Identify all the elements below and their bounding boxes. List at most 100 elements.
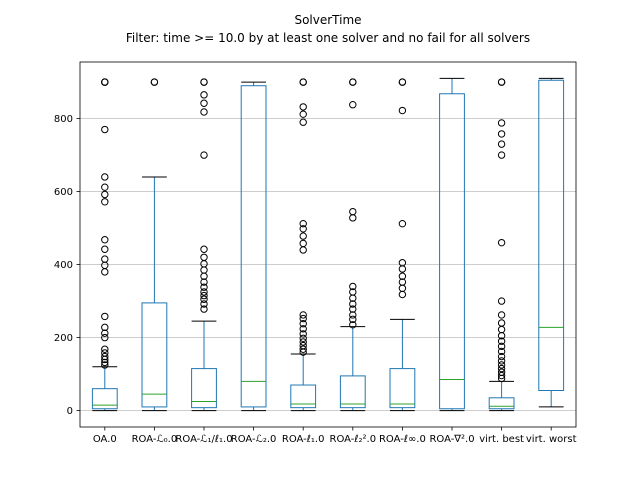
flier [497,238,506,247]
flier [101,173,109,181]
flier [497,342,506,351]
x-tick-label: ROA-ℒ₁/ℓ₁.0 [175,434,232,445]
flier [497,119,506,127]
flier [349,207,357,216]
flier [101,261,109,270]
flier [497,337,506,345]
flier [101,236,109,244]
flier [101,190,109,199]
box [538,79,565,391]
y-tick-label: 600 [54,187,73,198]
y-tick-label: 800 [54,114,73,125]
flier [299,78,307,86]
flier [497,368,506,376]
flier [299,311,307,319]
flier [398,290,407,299]
y-tick-label: 200 [54,333,73,344]
flier [497,78,506,86]
flier [349,288,357,296]
flier [497,325,506,334]
box [488,397,515,410]
flier [349,101,357,109]
flier [299,118,307,126]
y-tick-label: 0 [67,406,73,417]
flier [200,291,208,300]
flier [497,319,506,327]
flier [299,225,307,233]
flier [398,284,407,292]
flier [497,364,506,373]
flier [200,253,208,261]
x-tick-label: virt. best [479,434,524,445]
box [389,368,416,409]
flier [299,341,307,350]
flier [497,352,506,361]
flier [497,357,506,365]
x-tick-label: ROA-ℒ₀.0 [132,434,178,445]
box [191,368,217,409]
x-tick-label: ROA-ℒ₂.0 [231,434,277,445]
chart-title: SolverTime [294,13,362,27]
x-tick-label: ROA-ℓ₁.0 [282,434,325,445]
flier [101,268,109,276]
flier [398,219,407,228]
flier [101,183,109,191]
flier [349,315,357,324]
flier [349,311,357,319]
flier [299,232,307,240]
flier [200,245,208,253]
flier [200,295,208,303]
flier [101,125,109,134]
flier [299,103,307,111]
flier [101,345,109,353]
flier [299,330,307,338]
flier [150,78,159,86]
axes-frame [79,61,577,428]
flier [398,106,407,115]
x-tick-label: virt. worst [526,434,577,445]
flier [200,91,208,99]
flier [101,198,109,206]
flier [349,321,357,329]
flier [299,345,307,353]
flier [497,297,506,305]
flier [497,347,506,356]
box [141,302,168,408]
x-tick-label: ROA-ℓ₂².0 [330,434,377,445]
flier [349,214,357,222]
flier [200,278,208,286]
x-tick-label: ROA-ℓ∞.0 [379,434,426,445]
flier [299,334,307,343]
flier [299,338,307,346]
flier [101,358,109,367]
flier [101,352,109,361]
box [290,384,317,409]
flier [200,151,208,159]
flier [398,259,407,267]
flier [200,283,208,291]
flier [398,78,407,86]
flier [349,305,357,313]
flier [497,361,506,369]
flier [398,278,407,286]
flier [299,239,307,248]
flier [200,288,208,296]
flier [200,108,208,116]
flier [200,305,208,313]
flier [349,78,357,86]
y-tick-label: 400 [54,260,73,271]
flier [497,311,506,319]
flier [299,219,307,228]
flier [101,323,109,332]
flier [398,272,407,280]
flier [497,130,506,138]
flier [299,325,307,333]
box [339,375,366,409]
flier [349,282,357,291]
flier [200,260,208,268]
flier [299,320,307,328]
box [240,85,267,408]
flier [101,312,109,321]
